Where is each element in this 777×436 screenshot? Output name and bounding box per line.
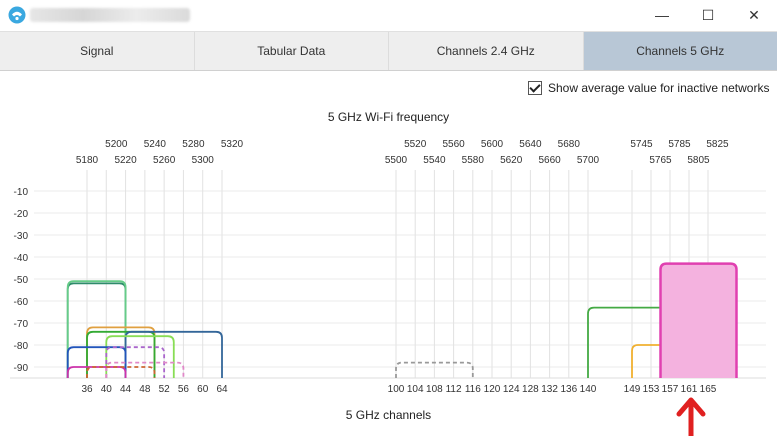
freq-label-bottom: 5260	[153, 155, 176, 166]
freq-label-bottom: 5660	[538, 155, 561, 166]
channel-tick-label: 136	[560, 384, 577, 395]
tab-label: Channels 2.4 GHz	[436, 44, 535, 58]
freq-label-bottom: 5540	[423, 155, 446, 166]
tab-bar: Signal Tabular Data Channels 2.4 GHz Cha…	[0, 31, 777, 71]
channel-tick-label: 64	[216, 384, 228, 395]
network-curve	[659, 262, 738, 378]
channel-tick-label: 157	[662, 384, 679, 395]
freq-label-bottom: 5300	[192, 155, 215, 166]
network-curve	[105, 335, 175, 378]
minimize-button[interactable]: —	[639, 0, 685, 30]
chart-title: 5 GHz Wi-Fi frequency	[327, 110, 450, 124]
freq-label-bottom: 5500	[385, 155, 408, 166]
freq-label-top: 5600	[481, 139, 504, 150]
freq-label-top: 5200	[105, 139, 128, 150]
channel-tick-label: 56	[178, 384, 190, 395]
channel-tick-label: 153	[643, 384, 660, 395]
network-curve	[105, 346, 166, 378]
freq-label-top: 5785	[668, 139, 691, 150]
channel-tick-label: 48	[139, 384, 151, 395]
minimize-icon: —	[655, 7, 669, 23]
window-title-redacted	[30, 8, 190, 22]
maximize-icon: ☐	[701, 6, 715, 23]
channel-tick-label: 108	[426, 384, 443, 395]
network-curve	[66, 282, 127, 378]
tab-signal[interactable]: Signal	[0, 32, 195, 70]
tab-label: Channels 5 GHz	[636, 44, 725, 58]
freq-label-top: 5680	[558, 139, 581, 150]
channel-tick-label: 104	[407, 384, 424, 395]
freq-label-top: 5640	[519, 139, 542, 150]
title-bar: — ☐ ✕	[0, 0, 777, 30]
y-tick-label: -60	[14, 297, 29, 308]
channel-tick-label: 124	[503, 384, 520, 395]
tab-label: Tabular Data	[257, 44, 326, 58]
freq-label-bottom: 5700	[577, 155, 600, 166]
show-average-checkbox[interactable]	[528, 81, 542, 95]
tab-tabular-data[interactable]: Tabular Data	[195, 32, 389, 70]
channel-tick-label: 128	[522, 384, 539, 395]
channel-tick-label: 40	[101, 384, 113, 395]
channel-tick-label: 100	[388, 384, 405, 395]
channel-tick-label: 36	[81, 384, 93, 395]
y-tick-label: -50	[14, 275, 29, 286]
freq-label-bottom: 5580	[462, 155, 485, 166]
channel-tick-label: 44	[120, 384, 132, 395]
y-tick-label: -30	[14, 231, 29, 242]
network-curve	[86, 366, 156, 378]
freq-label-top: 5560	[442, 139, 465, 150]
freq-label-top: 5240	[144, 139, 167, 150]
channel-tick-label: 116	[465, 384, 481, 395]
channel-tick-label: 132	[541, 384, 558, 395]
close-icon: ✕	[748, 6, 760, 23]
freq-label-top: 5280	[182, 139, 205, 150]
freq-label-top: 5745	[630, 139, 653, 150]
freq-label-top: 5520	[404, 139, 427, 150]
network-curve	[66, 346, 127, 378]
freq-label-top: 5320	[221, 139, 244, 150]
network-curve	[86, 326, 156, 378]
y-tick-label: -80	[14, 341, 29, 352]
maximize-button[interactable]: ☐	[685, 0, 731, 30]
network-curve	[86, 330, 156, 378]
channel-tick-label: 165	[700, 384, 717, 395]
network-curve	[587, 306, 667, 378]
tab-channels-5ghz[interactable]: Channels 5 GHz	[583, 32, 777, 70]
channel-tick-label: 52	[159, 384, 171, 395]
freq-label-bottom: 5620	[500, 155, 523, 166]
freq-label-top: 5825	[706, 139, 729, 150]
channel-tick-label: 60	[197, 384, 209, 395]
tab-channels-24ghz[interactable]: Channels 2.4 GHz	[389, 32, 584, 70]
y-tick-label: -40	[14, 253, 29, 264]
show-average-option[interactable]: Show average value for inactive networks	[528, 80, 769, 96]
y-tick-label: -10	[14, 187, 29, 198]
network-curve	[66, 280, 127, 378]
freq-label-bottom: 5180	[76, 155, 99, 166]
freq-label-bottom: 5765	[649, 155, 672, 166]
network-curve	[631, 344, 671, 378]
y-tick-label: -70	[14, 319, 29, 330]
network-curve	[659, 324, 700, 378]
channel-tick-label: 161	[681, 384, 698, 395]
show-average-label: Show average value for inactive networks	[548, 81, 770, 95]
close-button[interactable]: ✕	[731, 0, 777, 30]
channel-tick-label: 120	[484, 384, 501, 395]
network-curve	[395, 361, 474, 378]
channel-tick-label: 140	[580, 384, 597, 395]
app-icon	[8, 6, 26, 24]
network-curve	[124, 330, 223, 378]
freq-label-bottom: 5805	[687, 155, 710, 166]
network-curve	[66, 366, 127, 378]
channel-tick-label: 149	[624, 384, 641, 395]
x-axis-label: 5 GHz channels	[345, 408, 432, 422]
freq-label-bottom: 5220	[114, 155, 137, 166]
tab-label: Signal	[80, 44, 114, 58]
network-curve	[105, 361, 185, 378]
y-tick-label: -20	[14, 209, 29, 220]
channel-tick-label: 112	[446, 384, 462, 395]
y-tick-label: -90	[14, 363, 29, 374]
